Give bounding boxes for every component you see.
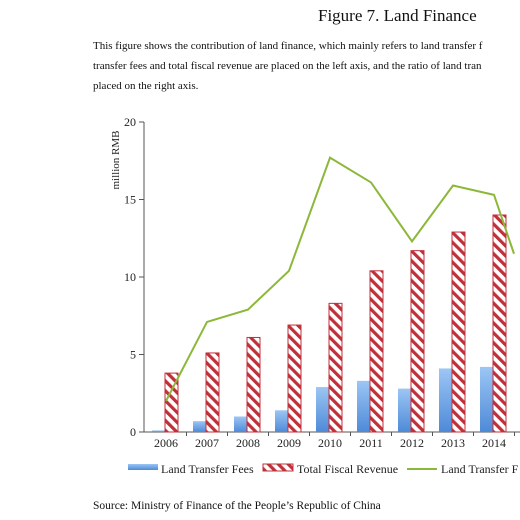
bar-total-fiscal-revenue <box>451 231 466 433</box>
bar-land-transfer-fees <box>316 387 329 432</box>
bar-land-transfer-fees <box>275 410 288 432</box>
legend-label-ratio: Land Transfer F <box>441 462 519 476</box>
x-tick-label: 2007 <box>195 436 219 450</box>
y-tick-label: 10 <box>124 270 136 284</box>
bar-total-fiscal-revenue <box>205 352 220 433</box>
legend-swatch-fees <box>128 464 158 470</box>
bar-land-transfer-fees <box>398 388 411 432</box>
bar-land-transfer-fees <box>357 380 370 432</box>
bar-land-transfer-fees <box>152 430 165 432</box>
caption-line-3: placed on the right axis. <box>93 80 199 92</box>
bar-land-transfer-fees <box>234 416 247 432</box>
y-tick-label: 5 <box>130 348 136 362</box>
figure-source: Source: Ministry of Finance of the Peopl… <box>93 500 381 512</box>
bar-total-fiscal-revenue <box>287 324 302 433</box>
legend-swatch-revenue <box>262 463 294 472</box>
x-tick-label: 2009 <box>277 436 301 450</box>
figure-title: Figure 7. Land Finance <box>318 6 477 25</box>
legend-label-revenue: Total Fiscal Revenue <box>297 462 398 476</box>
line-land-transfer-ratio <box>165 156 515 402</box>
x-tick-label: 2011 <box>359 436 383 450</box>
bar-total-fiscal-revenue <box>246 336 261 433</box>
y-tick-label: 20 <box>124 115 136 129</box>
figure-caption: This figure shows the contribution of la… <box>93 36 520 96</box>
x-tick-label: 2008 <box>236 436 260 450</box>
bar-land-transfer-fees <box>193 421 206 432</box>
legend-label-fees: Land Transfer Fees <box>161 462 254 476</box>
bar-land-transfer-fees <box>480 366 493 432</box>
caption-line-2: transfer fees and total fiscal revenue a… <box>93 60 482 72</box>
x-tick-label: 2006 <box>154 436 178 450</box>
bar-total-fiscal-revenue <box>410 250 425 433</box>
y-tick-label: 15 <box>124 193 136 207</box>
x-tick-label: 2014 <box>482 436 506 450</box>
bar-total-fiscal-revenue <box>369 270 384 433</box>
bar-land-transfer-fees <box>439 368 452 432</box>
bar-total-fiscal-revenue <box>492 214 507 433</box>
caption-line-1: This figure shows the contribution of la… <box>93 40 483 52</box>
x-tick-label: 2013 <box>441 436 465 450</box>
x-tick-label: 2010 <box>318 436 342 450</box>
bar-total-fiscal-revenue <box>164 372 179 433</box>
bar-total-fiscal-revenue <box>328 302 343 433</box>
x-tick-label: 2012 <box>400 436 424 450</box>
y-tick-label: 0 <box>130 425 136 439</box>
y-axis-label: million RMB <box>110 131 122 190</box>
